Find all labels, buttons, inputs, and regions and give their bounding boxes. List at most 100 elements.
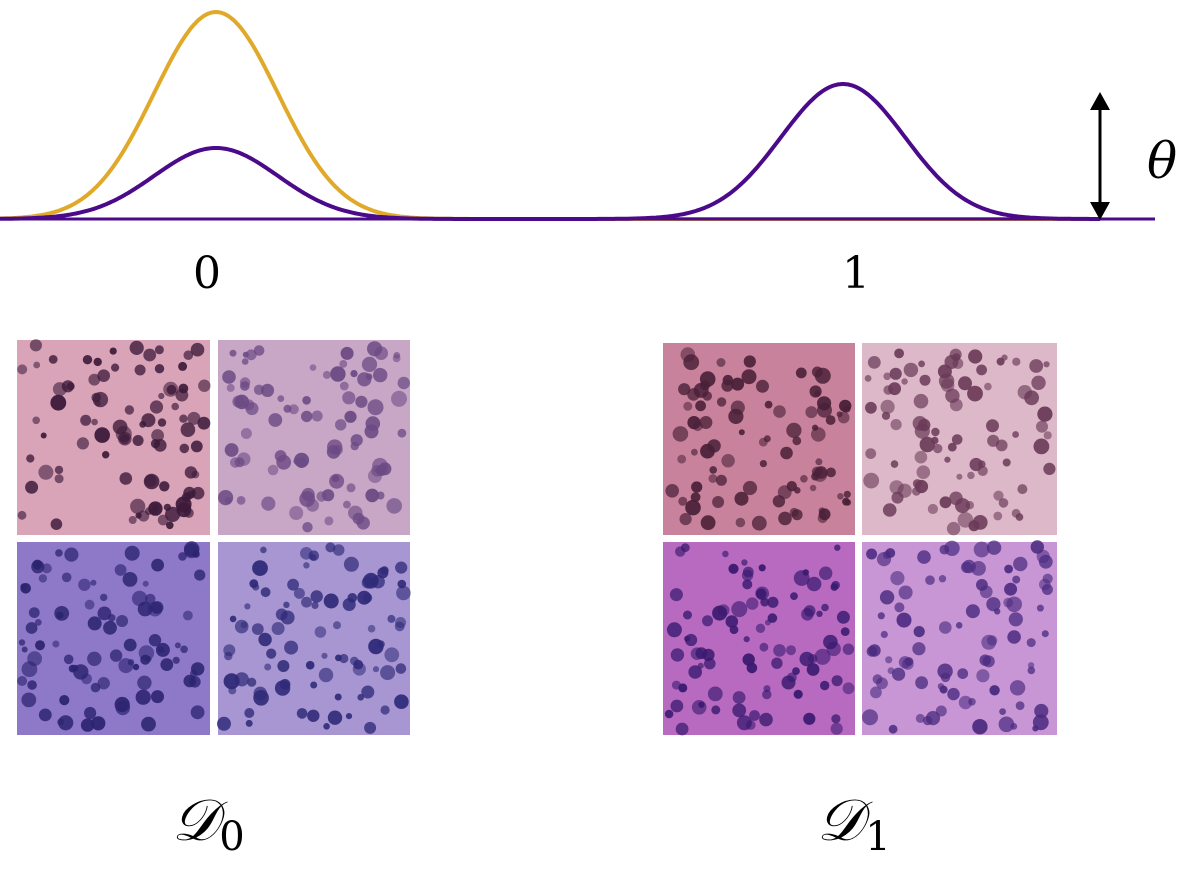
nucleus [217,716,231,731]
nucleus [986,635,998,646]
nucleus [933,443,943,454]
nucleus [38,574,48,583]
nucleus [153,439,167,452]
nucleus [927,503,939,515]
nucleus [888,724,898,734]
nucleus [786,645,796,656]
nucleus [391,390,407,407]
nucleus [342,598,356,611]
nucleus [316,491,327,502]
nucleus [722,550,729,558]
nucleus [678,383,691,396]
nucleus [743,636,750,643]
nucleus [144,507,153,515]
nucleus [683,401,693,411]
nucleus [330,366,346,382]
nucleus [1009,680,1026,696]
nucleus [130,498,146,514]
nucleus [817,396,832,411]
nucleus [179,414,188,423]
nucleus [232,395,245,408]
nucleus [394,694,409,709]
nucleus [892,667,906,681]
nucleus [160,658,174,671]
nucleus [190,705,205,720]
nucleus [814,390,821,397]
nucleus [940,378,955,393]
arrow-head [1090,202,1110,220]
nucleus [708,474,718,483]
nucleus [154,345,164,355]
nucleus [1043,431,1052,440]
nucleus [993,490,1004,501]
nucleus [54,474,64,484]
nucleus [340,346,354,360]
nucleus [180,422,196,438]
nucleus [664,709,674,719]
nucleus [309,364,317,371]
nucleus [792,667,800,675]
nucleus [678,496,688,506]
nucleus [1034,703,1049,719]
nucleus [380,705,390,715]
nucleus [94,427,110,443]
nucleus [274,680,291,696]
nucleus [253,345,265,356]
nucleus [346,483,356,493]
nucleus [191,662,205,676]
nucleus [1007,630,1021,644]
nucleus [266,648,277,659]
nucleus [993,511,1003,521]
nucleus [132,435,144,446]
nucleus [826,467,836,478]
nucleus [957,512,974,528]
nucleus [171,402,179,411]
nucleus [955,498,970,514]
nucleus [914,450,928,464]
nucleus [865,401,877,414]
nucleus [691,481,703,493]
nucleus [931,427,940,437]
nucleus [946,521,961,536]
nucleus [144,474,157,487]
nucleus [986,419,999,433]
nucleus [882,503,897,517]
nucleus [245,402,259,416]
nucleus [192,550,200,558]
nucleus [218,490,234,506]
nucleus [109,347,117,355]
nucleus [866,548,878,560]
nucleus [1006,596,1022,613]
nucleus [335,419,347,431]
nucleus [373,367,388,383]
nucleus [229,615,237,623]
nucleus [767,613,778,623]
nucleus [32,416,40,425]
nucleus [831,580,840,590]
nucleus [812,467,828,482]
nucleus [76,437,89,450]
nucleus [142,580,149,587]
nucleus [322,370,331,379]
nucleus [123,638,137,652]
nucleus [791,509,803,521]
nucleus [799,651,815,667]
nucleus [331,474,340,483]
nucleus [91,392,101,403]
nucleus [21,646,28,653]
nucleus [386,498,403,514]
nucleus [397,579,407,589]
nucleus [112,419,128,435]
nucleus [830,722,843,735]
nucleus [368,469,382,483]
nucleus [154,364,165,374]
nucleus [815,458,823,466]
nucleus [301,410,313,423]
nucleus [901,658,914,670]
nucleus [989,685,1000,696]
nucleus [976,364,987,376]
nucleus [842,643,855,655]
nucleus [178,552,187,561]
nucleus [702,615,713,627]
